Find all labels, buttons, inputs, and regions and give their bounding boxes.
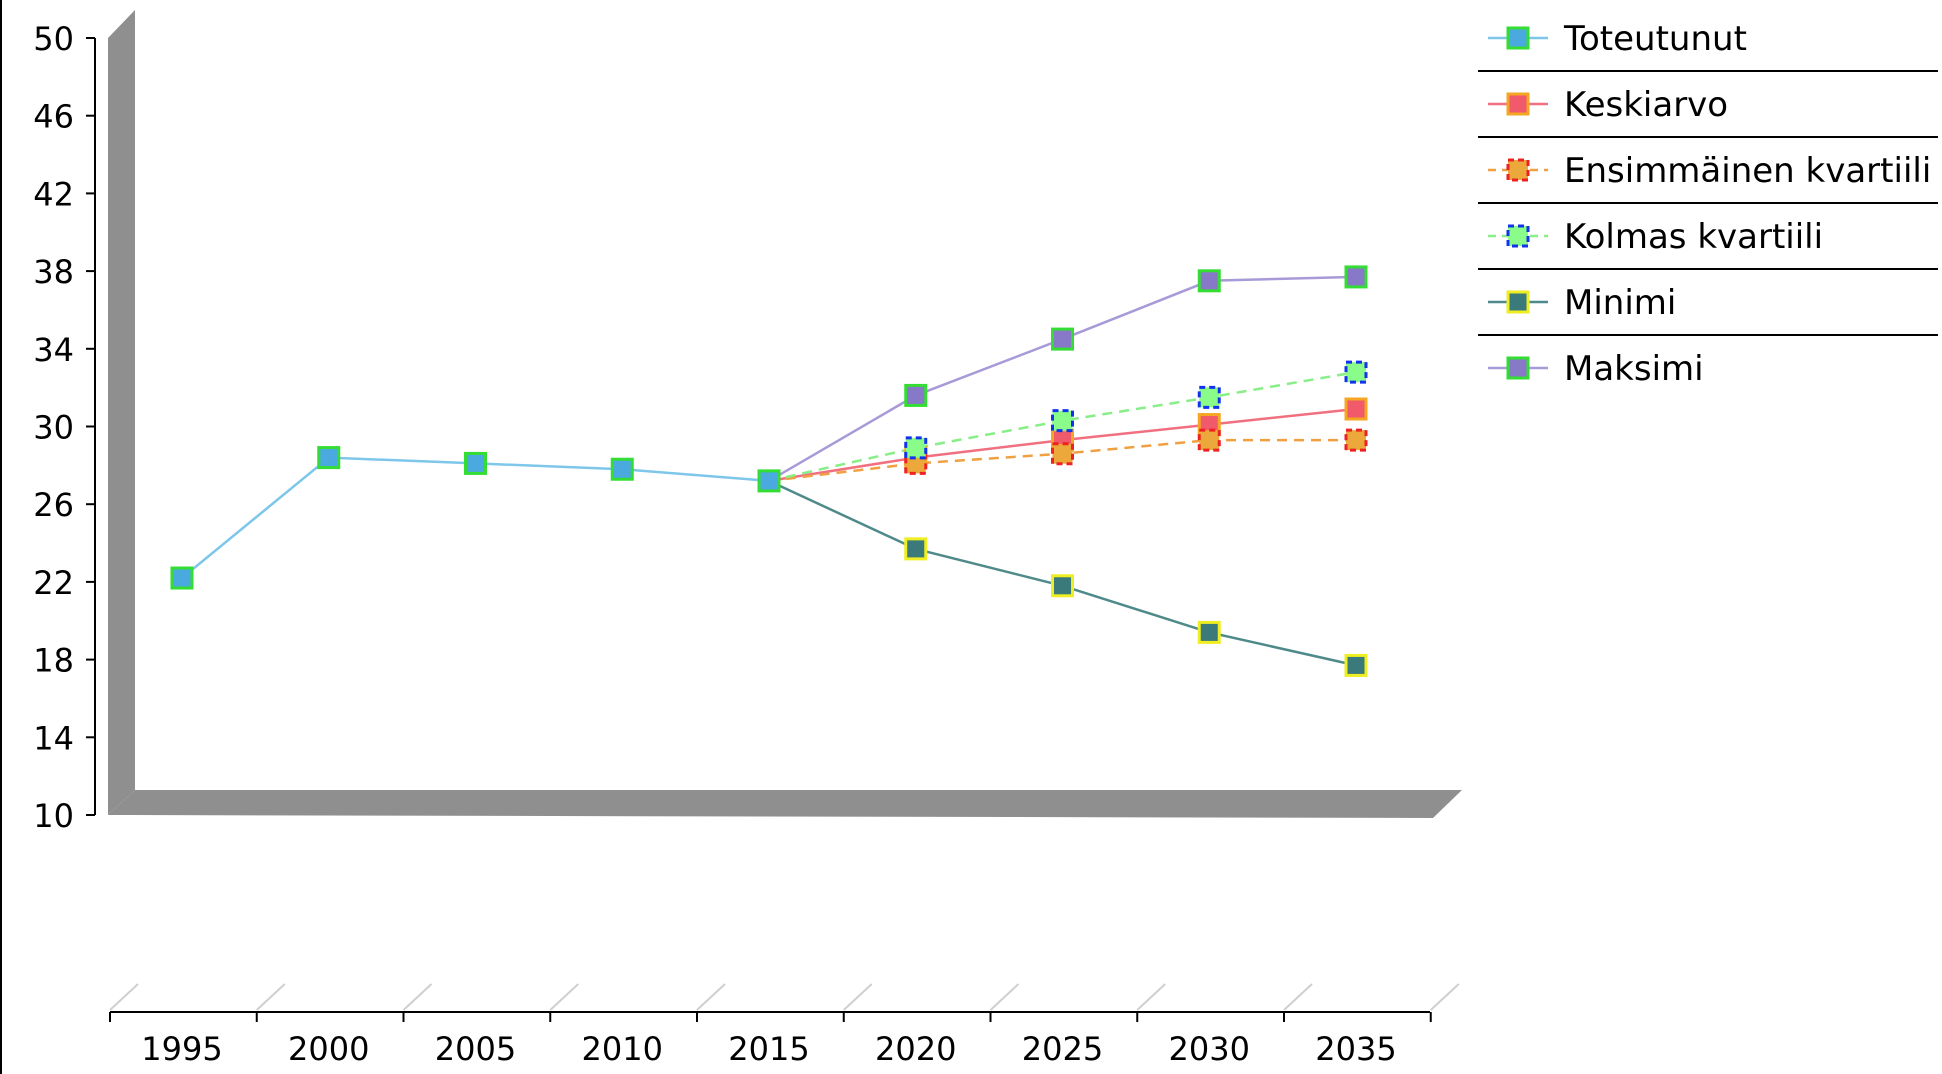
data-point-marker (1197, 385, 1221, 409)
series-line-3 (768, 370, 1357, 483)
data-point-marker (317, 446, 341, 470)
data-point-marker (1344, 265, 1368, 289)
x-grid-slant (696, 983, 726, 1011)
legend-label: Ensimmäinen kvartiili (1564, 151, 1932, 191)
legend-item: Keskiarvo (1478, 72, 1938, 138)
x-grid-slant (1430, 983, 1460, 1011)
legend-label: Minimi (1564, 283, 1677, 323)
data-point-marker (904, 383, 928, 407)
y-tick-label: 34 (33, 331, 74, 369)
data-point-marker (610, 457, 634, 481)
y-tick-label: 50 (33, 20, 74, 58)
x-tick-label: 2015 (728, 1030, 809, 1068)
x-grid-slant (402, 983, 433, 1011)
data-point-marker (1051, 327, 1074, 351)
data-point-marker (1197, 428, 1221, 452)
legend-item: Kolmas kvartiili (1478, 204, 1938, 270)
floor-wall (108, 790, 1462, 818)
data-point-marker (1344, 428, 1368, 452)
legend-swatch (1488, 92, 1548, 116)
data-point-marker (1051, 574, 1074, 598)
x-tick-label: 2025 (1022, 1030, 1103, 1068)
legend-swatch (1488, 224, 1548, 248)
x-grid-slant (843, 983, 873, 1011)
y-tick-label: 10 (33, 797, 74, 835)
x-tick-label: 2005 (435, 1030, 516, 1068)
data-point-marker (757, 469, 781, 493)
data-point-marker (904, 537, 928, 561)
data-point-marker (904, 436, 928, 460)
x-tick-label: 2010 (582, 1030, 663, 1068)
data-point-marker (1344, 653, 1368, 677)
series-line-0 (181, 456, 770, 579)
x-grid-slant (989, 983, 1020, 1011)
data-point-marker (1051, 409, 1074, 433)
x-tick-label: 2000 (288, 1030, 369, 1068)
x-grid-slant (1136, 983, 1166, 1011)
x-tick-label: 2020 (875, 1030, 956, 1068)
data-point-marker (1197, 620, 1221, 644)
y-tick-label: 14 (33, 719, 74, 757)
legend-label: Toteutunut (1564, 19, 1747, 59)
data-point-marker (464, 451, 487, 475)
x-tick-label: 2035 (1315, 1030, 1396, 1068)
x-grid-slant (1283, 983, 1313, 1011)
legend-item: Maksimi (1478, 336, 1938, 400)
legend-label: Kolmas kvartiili (1564, 217, 1824, 257)
x-grid-slant (256, 983, 286, 1011)
x-tick-label: 2030 (1169, 1030, 1250, 1068)
x-grid-slant (549, 983, 579, 1011)
data-point-marker (1344, 397, 1368, 421)
series-line-4 (768, 479, 1357, 667)
y-tick-label: 46 (33, 98, 74, 136)
y-tick-label: 22 (33, 564, 74, 602)
x-grid-slant (109, 983, 139, 1011)
legend-swatch (1488, 290, 1548, 314)
data-point-marker (170, 566, 194, 590)
data-point-marker (1197, 269, 1221, 293)
y-tick-label: 18 (33, 642, 74, 680)
x-tick-label: 1995 (141, 1030, 222, 1068)
legend-item: Ensimmäinen kvartiili (1478, 138, 1938, 204)
y-tick-label: 38 (33, 253, 74, 291)
legend-label: Maksimi (1564, 349, 1704, 389)
y-tick-label: 30 (33, 409, 74, 447)
legend-swatch (1488, 356, 1548, 380)
data-point-marker (1051, 442, 1074, 466)
y-tick-label: 26 (33, 486, 74, 524)
legend-swatch (1488, 26, 1548, 50)
legend-swatch (1488, 158, 1548, 182)
legend-label: Keskiarvo (1564, 85, 1729, 125)
y-tick-label: 42 (33, 175, 74, 213)
data-point-marker (1344, 360, 1368, 384)
legend-item: Minimi (1478, 270, 1938, 336)
legend-item: Toteutunut (1478, 6, 1938, 72)
back-wall-left (108, 10, 135, 815)
legend: Toteutunut Keskiarvo Ensimmäinen kvartiili… (1478, 6, 1938, 400)
